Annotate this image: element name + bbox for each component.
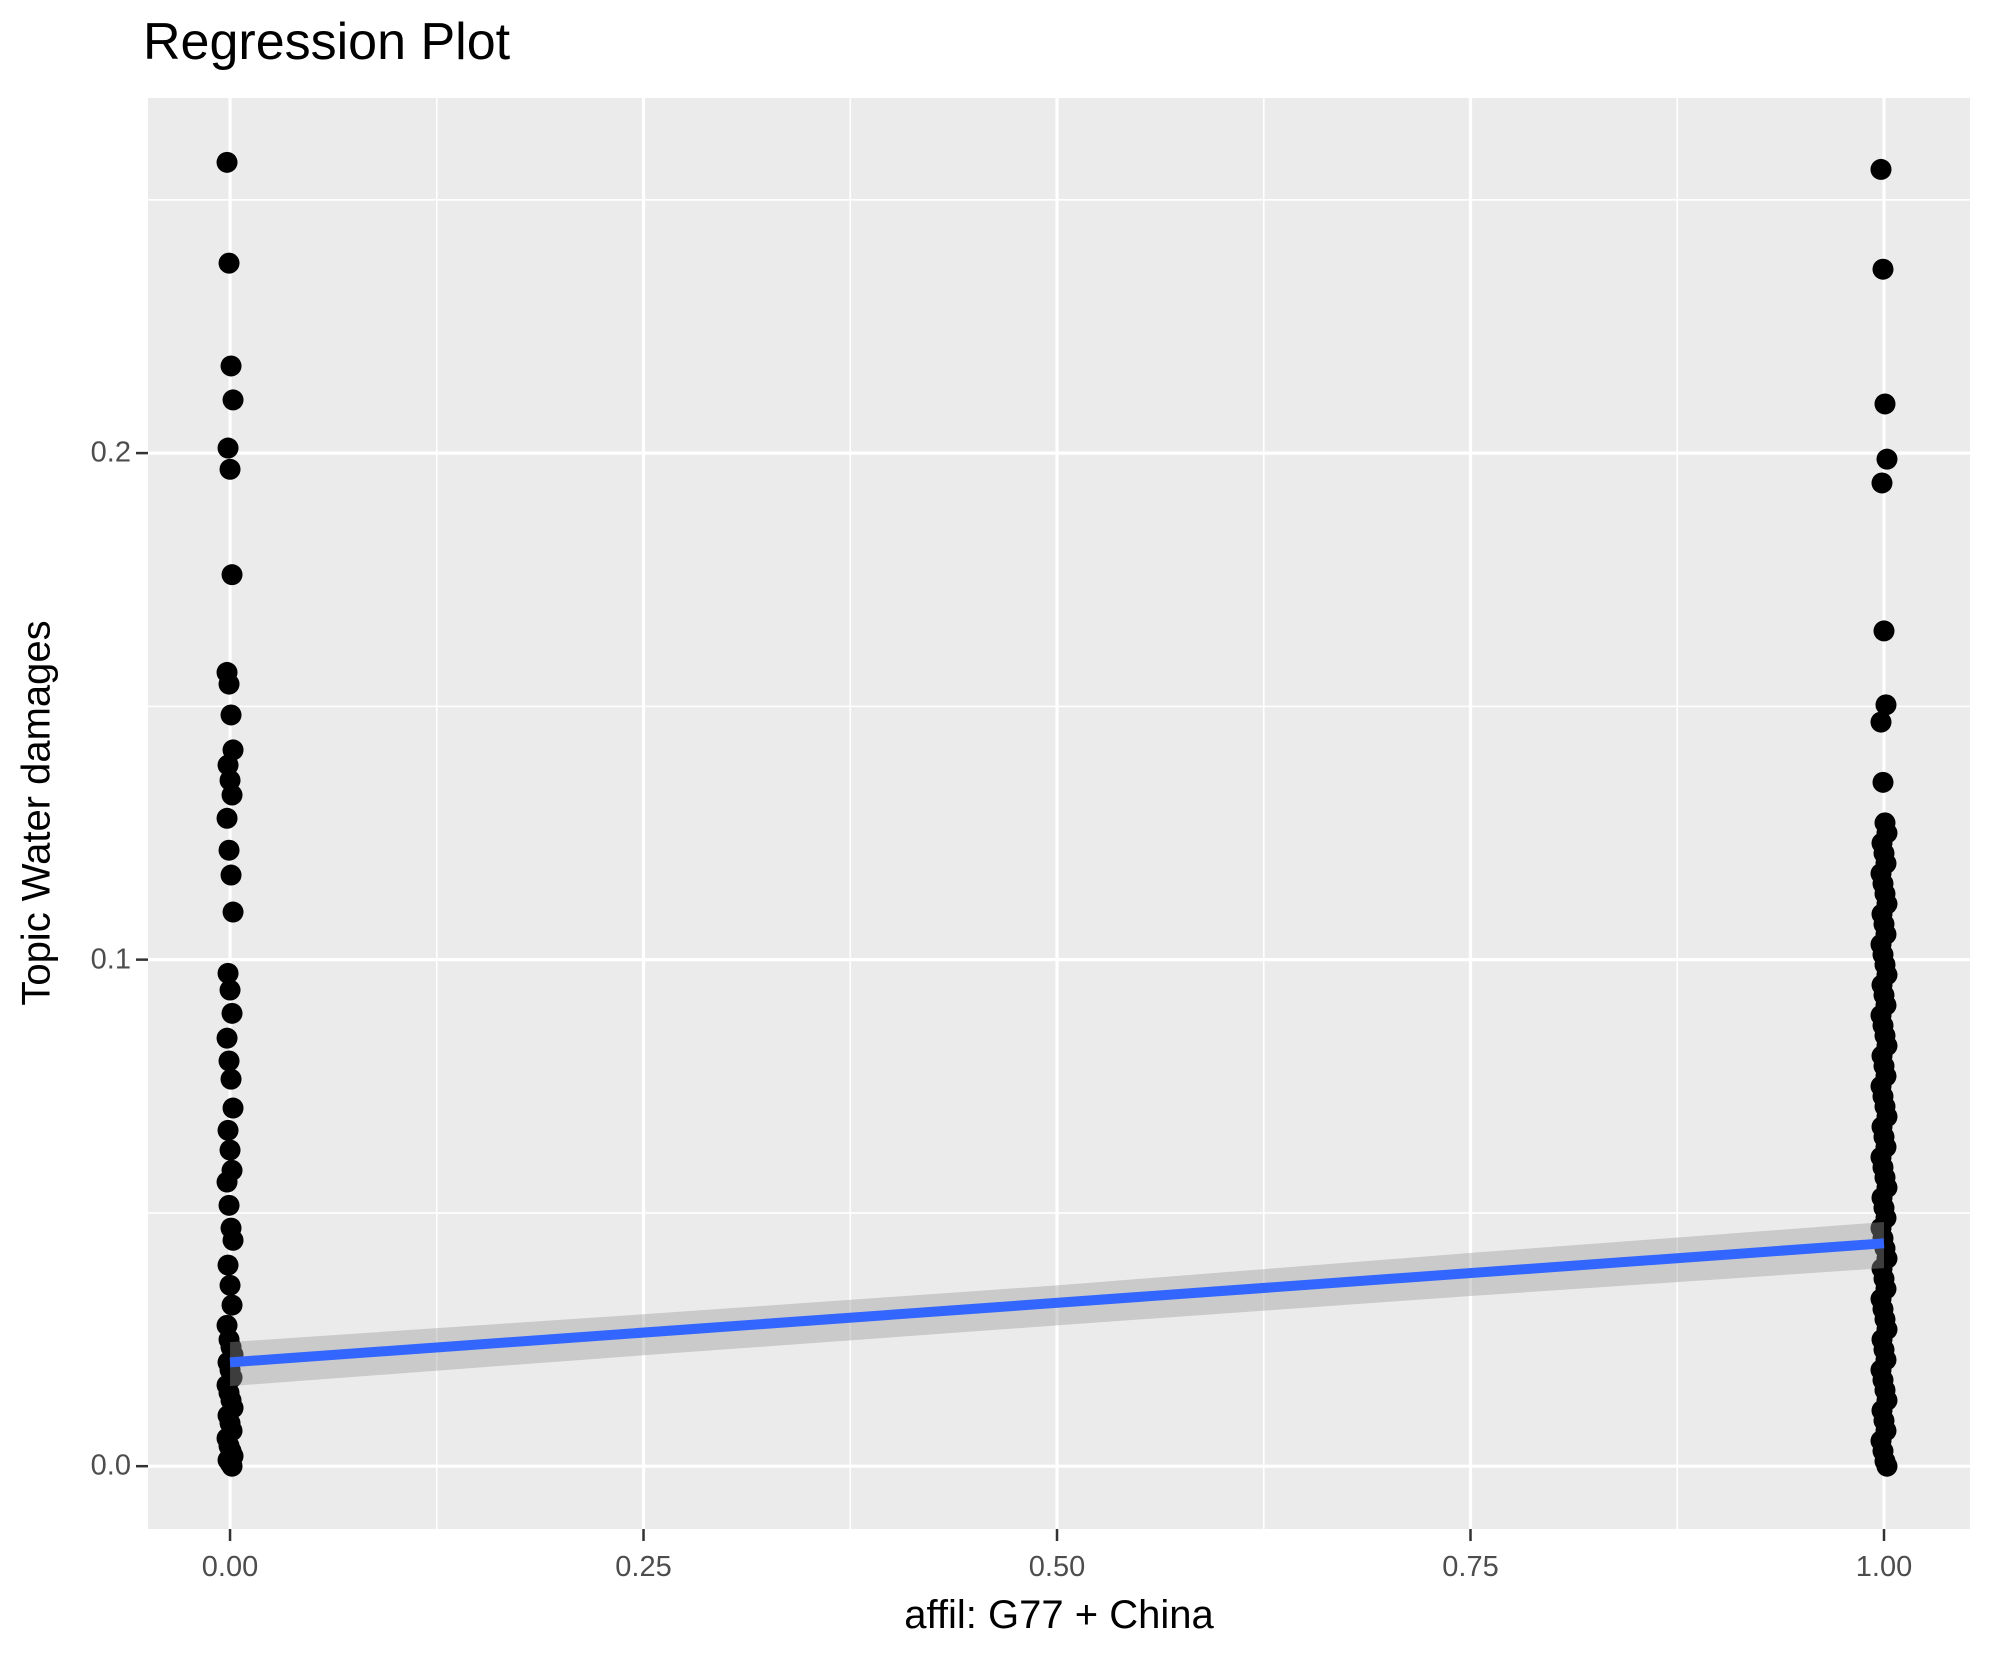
data-point <box>222 1229 244 1251</box>
data-point <box>218 1194 240 1216</box>
data-point <box>220 864 242 886</box>
data-point <box>219 1274 241 1296</box>
y-tick-label: 0.1 <box>90 943 131 976</box>
data-point <box>216 807 238 829</box>
x-tick-label: 1.00 <box>1855 1551 1913 1583</box>
data-point <box>222 389 244 411</box>
data-point <box>1870 158 1892 180</box>
data-point <box>221 1455 243 1477</box>
data-point <box>1873 620 1895 642</box>
data-point <box>217 1119 239 1141</box>
data-point <box>218 1050 240 1072</box>
data-point <box>222 1097 244 1119</box>
data-point <box>216 1171 238 1193</box>
data-point <box>217 437 239 459</box>
data-point <box>1876 448 1898 470</box>
data-point <box>219 979 241 1001</box>
y-tick-label: 0.2 <box>90 436 131 469</box>
data-point <box>221 564 243 586</box>
data-point <box>217 962 239 984</box>
data-point <box>216 151 238 173</box>
x-tick-label: 0.50 <box>1028 1551 1086 1583</box>
data-point <box>221 784 243 806</box>
data-point <box>218 252 240 274</box>
x-axis-title: affil: G77 + China <box>904 1593 1214 1637</box>
data-point <box>1875 694 1897 716</box>
data-point <box>1872 258 1894 280</box>
data-point <box>219 458 241 480</box>
data-point <box>220 704 242 726</box>
data-point <box>218 839 240 861</box>
x-tick-label: 0.75 <box>1442 1551 1499 1583</box>
plot-title: Regression Plot <box>143 13 511 71</box>
regression-line <box>229 1238 1885 1368</box>
data-point <box>218 673 240 695</box>
x-tick-label: 0.00 <box>201 1551 259 1583</box>
data-point <box>1870 711 1892 733</box>
data-point <box>1871 472 1893 494</box>
data-point <box>221 1294 243 1316</box>
y-tick-label: 0.0 <box>90 1449 131 1482</box>
panel-background <box>148 98 1970 1529</box>
data-point <box>1876 1455 1898 1477</box>
data-point <box>216 1027 238 1049</box>
data-point <box>217 1254 239 1276</box>
y-axis-title: Topic Water damages <box>14 620 59 1006</box>
data-point <box>222 901 244 923</box>
data-point <box>220 1068 242 1090</box>
data-point <box>1874 393 1896 415</box>
data-point <box>221 1002 243 1024</box>
x-tick-label: 0.25 <box>615 1551 672 1583</box>
data-point <box>219 1139 241 1161</box>
data-point <box>220 355 242 377</box>
data-point <box>1872 771 1894 793</box>
